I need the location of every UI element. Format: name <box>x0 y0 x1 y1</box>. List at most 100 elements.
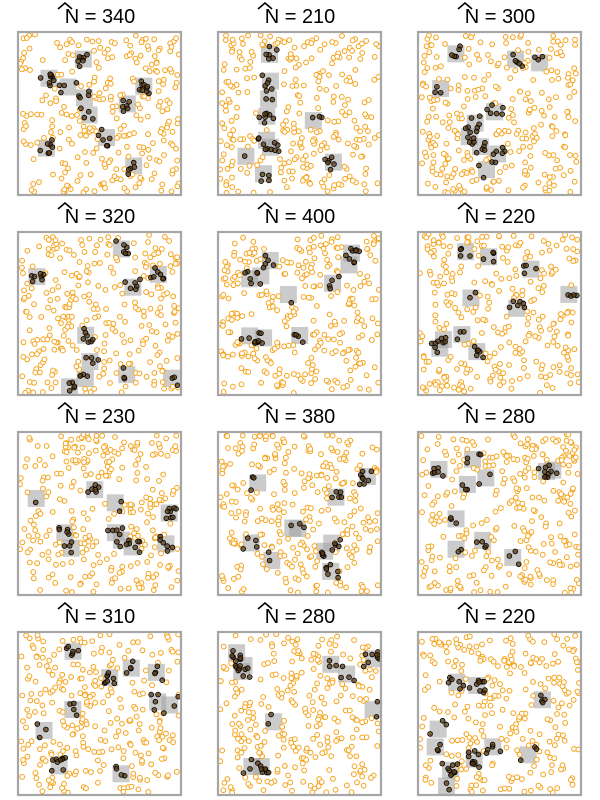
population-point <box>352 497 359 504</box>
population-point <box>350 480 356 486</box>
captured-point <box>351 677 357 684</box>
population-point <box>152 342 159 349</box>
captured-point <box>473 539 480 545</box>
population-point <box>321 41 328 48</box>
population-point <box>313 723 320 730</box>
population-point <box>474 466 481 473</box>
population-point <box>247 726 254 733</box>
captured-point <box>319 550 326 557</box>
population-point <box>39 389 46 396</box>
population-point <box>123 37 130 44</box>
captured-point <box>337 537 344 543</box>
captured-point <box>248 487 254 493</box>
population-point <box>478 727 485 734</box>
population-point <box>455 131 461 138</box>
population-point <box>474 238 481 245</box>
captured-point <box>274 47 280 53</box>
population-point <box>238 365 245 372</box>
population-point <box>542 436 549 442</box>
population-point <box>518 664 524 670</box>
captured-point <box>238 336 245 342</box>
population-point <box>475 86 482 93</box>
population-point <box>136 721 143 727</box>
captured-point <box>123 670 130 676</box>
population-point <box>505 323 512 330</box>
panel-title: N = 280 <box>200 602 400 632</box>
population-point <box>562 720 569 726</box>
population-point <box>96 373 103 380</box>
population-point <box>426 49 433 56</box>
population-point <box>521 788 528 795</box>
population-point <box>174 157 181 164</box>
population-point <box>351 637 358 643</box>
population-point <box>531 474 538 480</box>
population-point <box>561 349 567 356</box>
population-point <box>125 360 132 367</box>
population-point <box>353 124 360 131</box>
population-point <box>61 498 68 504</box>
population-point <box>144 43 151 49</box>
population-point <box>96 749 102 756</box>
population-point <box>474 374 480 380</box>
population-point <box>74 112 80 118</box>
captured-point <box>301 524 307 531</box>
captured-point <box>75 647 82 654</box>
population-point <box>488 187 494 193</box>
population-point <box>230 136 237 143</box>
population-point <box>575 551 582 558</box>
population-point <box>257 256 264 262</box>
population-point <box>482 458 489 465</box>
population-point <box>36 781 42 788</box>
population-point <box>236 49 243 55</box>
captured-point <box>336 543 342 550</box>
population-point <box>507 670 513 677</box>
captured-point <box>259 72 266 79</box>
population-point <box>346 109 353 116</box>
population-point <box>137 52 144 59</box>
captured-point <box>482 687 488 693</box>
population-point <box>340 350 346 357</box>
captured-point <box>510 298 517 305</box>
population-point <box>142 541 148 548</box>
population-point <box>287 779 294 786</box>
population-point <box>70 52 76 58</box>
captured-point <box>161 710 167 716</box>
population-point <box>560 172 567 179</box>
population-point <box>347 655 354 662</box>
population-point <box>466 643 473 650</box>
population-point <box>112 575 118 582</box>
population-point <box>361 99 368 106</box>
population-point <box>155 78 162 85</box>
population-point <box>546 738 553 745</box>
captured-point <box>36 734 43 741</box>
population-point <box>524 456 531 462</box>
population-point <box>225 329 232 336</box>
population-point <box>287 51 294 57</box>
captured-point <box>151 707 158 713</box>
population-point <box>564 109 571 115</box>
population-point <box>229 184 236 191</box>
population-point <box>150 574 157 581</box>
equals-sign: = <box>479 406 502 428</box>
population-point <box>118 704 124 711</box>
population-point <box>172 260 179 267</box>
population-point <box>67 574 74 581</box>
population-point <box>496 177 502 184</box>
population-point <box>531 763 537 769</box>
population-point <box>542 185 549 192</box>
population-point <box>155 88 162 94</box>
population-point <box>23 123 29 129</box>
population-point <box>153 60 160 66</box>
population-point <box>545 675 552 682</box>
population-point <box>230 576 237 582</box>
captured-point <box>65 643 72 650</box>
population-point <box>246 65 253 71</box>
population-point <box>245 353 252 360</box>
population-point <box>143 162 150 169</box>
population-point <box>493 270 500 277</box>
population-point <box>21 295 28 301</box>
population-point <box>515 47 521 54</box>
population-point <box>136 144 143 150</box>
population-point <box>29 263 36 270</box>
population-point <box>228 317 235 323</box>
